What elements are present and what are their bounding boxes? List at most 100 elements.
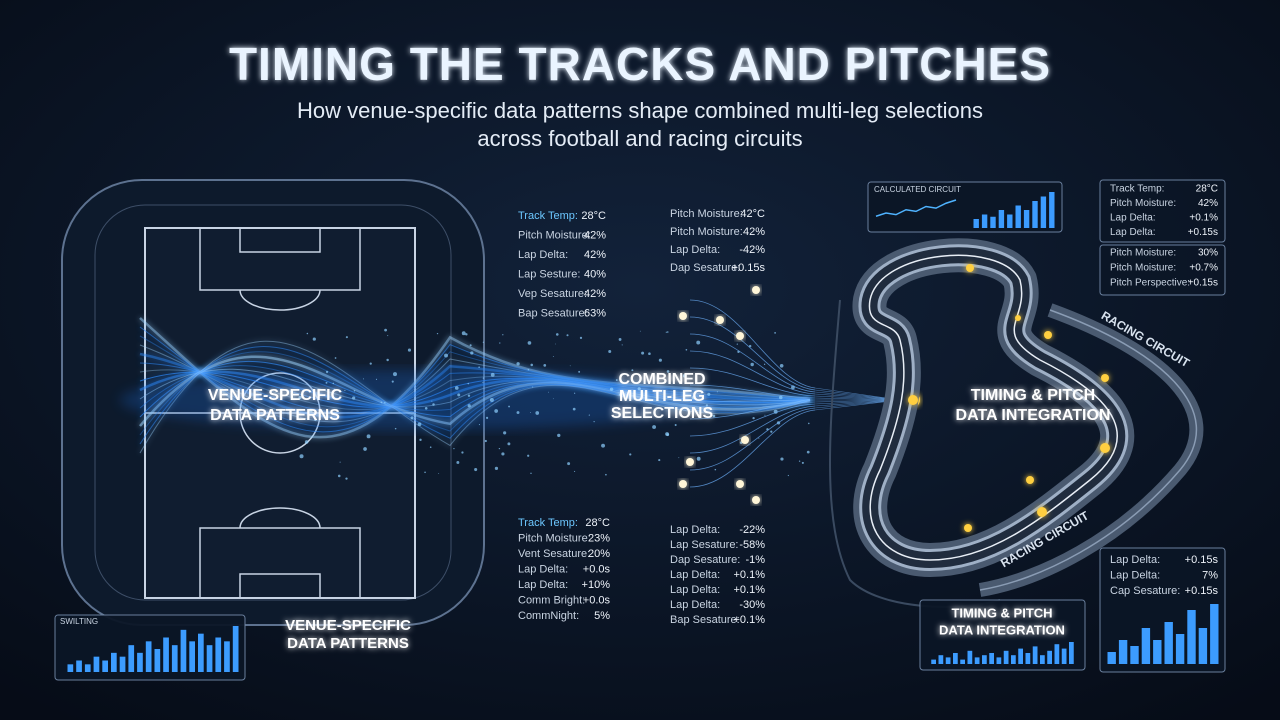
- node: [716, 316, 724, 324]
- particle: [501, 452, 505, 456]
- particle: [798, 460, 801, 462]
- particle: [306, 332, 309, 335]
- stat-value: -22%: [739, 524, 765, 536]
- node: [741, 436, 749, 444]
- mini-bar: [171, 645, 178, 672]
- particle: [548, 391, 549, 393]
- node: [736, 480, 744, 488]
- particle: [424, 406, 428, 410]
- section-label: VENUE-SPECIFIC: [208, 387, 343, 404]
- mini-bar: [938, 655, 944, 664]
- mini-bar: [189, 641, 195, 672]
- particle: [490, 372, 495, 377]
- particle: [482, 341, 485, 343]
- particle: [752, 416, 755, 420]
- particle: [392, 372, 397, 377]
- stat-label: Lap Delta:: [518, 579, 568, 591]
- particle: [516, 411, 520, 415]
- particle: [588, 414, 590, 416]
- particle: [621, 344, 623, 346]
- mini-bar: [1025, 653, 1031, 664]
- particle: [685, 348, 688, 351]
- particle: [461, 451, 464, 454]
- mini-bar: [1015, 205, 1021, 228]
- stat-value: +0.15s: [1185, 554, 1219, 566]
- particle: [555, 343, 556, 345]
- stat-value: +0.15s: [1188, 278, 1218, 289]
- stat-value: 28°C: [581, 210, 606, 222]
- mini-bar: [119, 656, 126, 672]
- mini-bar: [198, 633, 204, 672]
- stat-label: Lap Delta:: [670, 569, 720, 581]
- particle: [380, 401, 383, 404]
- particle: [572, 407, 576, 411]
- stat-label: Track Temp:: [1110, 184, 1164, 195]
- panel: [919, 599, 1086, 671]
- particle: [532, 386, 534, 388]
- stat-value: -58%: [739, 539, 765, 551]
- stat-value: +0.15s: [1188, 227, 1218, 238]
- particle: [309, 408, 313, 413]
- stat-value: -30%: [739, 599, 765, 611]
- stat-value: 42%: [584, 249, 606, 261]
- mini-bar: [215, 637, 222, 672]
- stat-label: Track Temp:: [518, 210, 578, 222]
- funnel-line: [689, 409, 816, 488]
- particle: [574, 392, 576, 394]
- particle: [535, 411, 540, 415]
- particle: [469, 344, 472, 347]
- particle: [639, 330, 641, 332]
- particle: [748, 344, 752, 348]
- mini-bar: [1049, 192, 1055, 228]
- particle: [552, 398, 554, 400]
- particle: [456, 460, 460, 464]
- particle: [552, 355, 554, 357]
- mini-bar: [996, 657, 1002, 664]
- particle: [482, 377, 485, 379]
- node: [679, 312, 687, 320]
- stat-label: Pitch Moisture:: [1110, 198, 1176, 209]
- particle: [574, 470, 576, 473]
- funnel-line: [689, 333, 816, 393]
- particle: [608, 350, 612, 353]
- stat-label: Pitch Moisture:: [1110, 248, 1176, 259]
- mini-bar: [206, 645, 213, 672]
- mini-chart-title: CALCULATED CIRCUIT: [874, 185, 961, 194]
- particle: [467, 394, 471, 397]
- stat-value: 42%: [584, 288, 606, 300]
- particle: [529, 411, 531, 413]
- particle: [666, 331, 669, 333]
- particle: [666, 370, 670, 373]
- particle: [758, 437, 760, 439]
- particle: [314, 418, 317, 422]
- particle: [384, 401, 386, 404]
- stat-label: Lap Delta:: [1110, 227, 1156, 238]
- mini-bar: [973, 219, 979, 228]
- particle: [658, 459, 661, 462]
- particle: [601, 443, 606, 448]
- particle: [394, 427, 397, 430]
- mini-bar: [128, 645, 135, 672]
- particle: [417, 422, 422, 427]
- particle: [489, 398, 494, 403]
- panel: [867, 181, 1063, 233]
- mini-bar: [982, 655, 987, 664]
- stat-label: Dap Sesature:: [670, 262, 740, 274]
- mini-bar: [1054, 644, 1060, 664]
- particle: [593, 421, 595, 423]
- stat-label: Lap Sesture:: [518, 268, 580, 280]
- mini-bar: [1187, 610, 1196, 664]
- particle: [678, 457, 680, 459]
- stat-value: 28°C: [1196, 184, 1218, 195]
- particle: [618, 393, 622, 396]
- stat-label: CommNight:: [518, 610, 579, 622]
- particle: [424, 471, 426, 474]
- mini-bar: [1130, 646, 1139, 664]
- stat-label: Lap Delta:: [518, 563, 568, 575]
- stat-value: 28°C: [585, 517, 610, 529]
- particle: [304, 440, 309, 444]
- particle: [312, 337, 316, 341]
- panel: [1099, 179, 1226, 243]
- stat-label: Pitch Moisture:: [518, 229, 591, 241]
- funnel-line: [689, 367, 816, 397]
